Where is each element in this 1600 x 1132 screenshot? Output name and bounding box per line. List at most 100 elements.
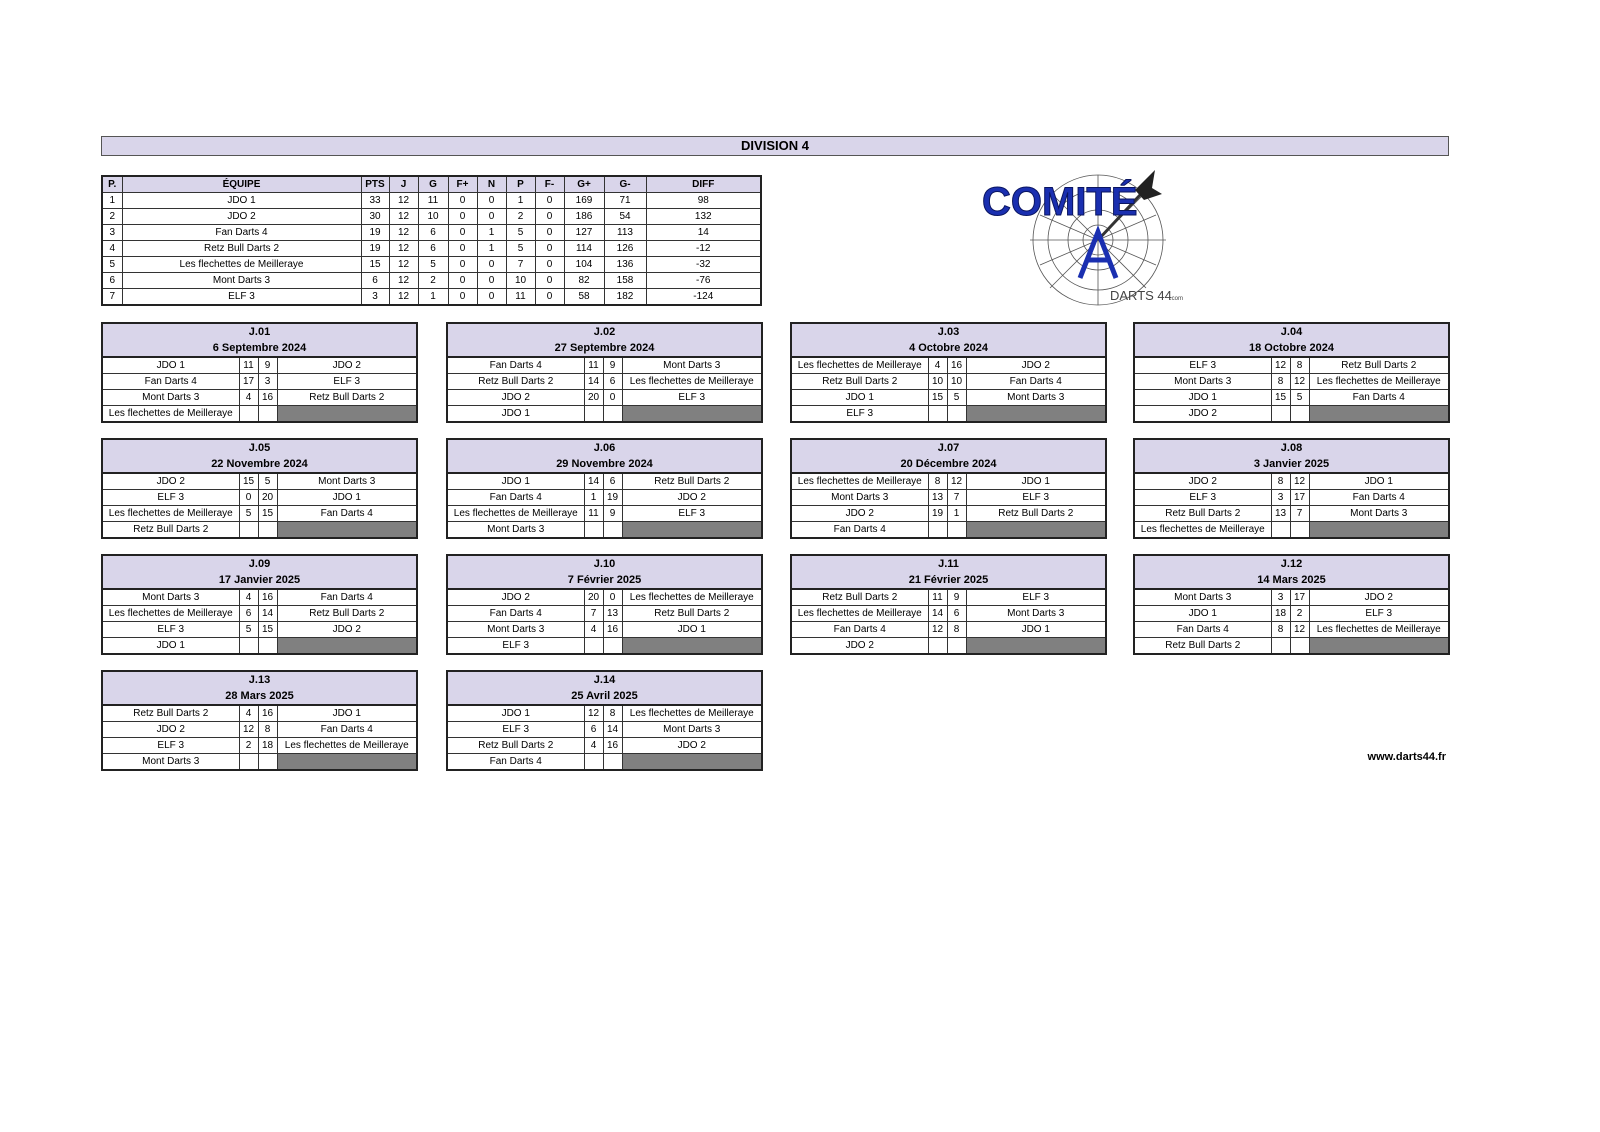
standings-header-5: F+ [447,175,478,193]
home-team: Mont Darts 3 [446,621,585,638]
round-table-J.12: J.12 14 Mars 2025 Mont Darts 3 3 17 JDO 2 JDO … [1133,554,1450,655]
round-date: 28 Mars 2025 [102,688,417,706]
bye-team: JDO 2 [1133,405,1272,423]
standings-cell: 15 [360,256,390,273]
website-link[interactable]: www.darts44.fr [1367,751,1446,763]
home-score: 15 [238,472,259,490]
round-table-J.08: J.08 3 Janvier 2025 JDO 2 8 12 JDO 1 ELF 3 3 17 F… [1133,438,1450,539]
home-score: 12 [238,721,259,738]
home-score: 6 [238,605,259,622]
round-label: J.07 [791,439,1106,456]
away-score: 6 [602,472,623,490]
standings-cell: 136 [603,256,647,273]
home-score: 8 [1270,373,1291,390]
round-label: J.13 [102,671,417,688]
away-team: JDO 2 [276,621,418,638]
home-team: Fan Darts 4 [446,489,585,506]
standings-cell: 6 [417,224,449,241]
match-row: Les flechettes de Meilleraye 6 14 Retz Bull… [101,605,418,622]
round-date: 6 Septembre 2024 [102,340,417,358]
home-team: Les flechettes de Meilleraye [790,605,929,622]
away-score: 0 [602,389,623,406]
home-team: ELF 3 [101,737,240,754]
match-row: Mont Darts 3 4 16 Fan Darts 4 [101,588,418,606]
bye-row: Fan Darts 4 [446,753,763,771]
standings-cell: 1 [476,240,507,257]
home-score: 4 [583,621,604,638]
standings-cell: 0 [534,256,565,273]
home-score: 14 [583,472,604,490]
match-row: Retz Bull Darts 2 10 10 Fan Darts 4 [790,373,1107,390]
away-team: Mont Darts 3 [621,356,763,374]
away-score: 17 [1289,588,1310,606]
bye-team: Retz Bull Darts 2 [1133,637,1272,655]
home-score: 14 [583,373,604,390]
standings-cell: 7 [101,288,123,306]
away-team: Les flechettes de Meilleraye [621,588,763,606]
empty-cell [583,405,604,423]
away-team: Les flechettes de Meilleraye [1308,621,1450,638]
home-team: JDO 2 [790,505,929,522]
away-score: 16 [257,704,278,722]
standings-cell: -124 [645,288,762,306]
away-team: JDO 2 [621,737,763,754]
empty-cell [1289,637,1310,655]
round-table-J.10: J.10 7 Février 2025 JDO 2 20 0 Les flechettes… [446,554,763,655]
home-score: 10 [927,373,948,390]
match-row: JDO 1 15 5 Mont Darts 3 [790,389,1107,406]
standings-cell: -32 [645,256,762,273]
away-team: JDO 1 [621,621,763,638]
match-row: Retz Bull Darts 2 4 16 JDO 1 [101,704,418,722]
round-date: 4 Octobre 2024 [791,340,1106,358]
away-score: 16 [602,621,623,638]
away-team: JDO 2 [621,489,763,506]
standings-cell: 182 [603,288,647,306]
match-row: Les flechettes de Meilleraye 8 12 JDO 1 [790,472,1107,490]
away-team: Mont Darts 3 [276,472,418,490]
away-score: 12 [946,472,967,490]
standings-cell: 0 [476,192,507,209]
home-team: Mont Darts 3 [101,588,240,606]
standings-cell: 33 [360,192,390,209]
standings-cell: 30 [360,208,390,225]
standings-cell: JDO 2 [121,208,362,225]
empty-cell [1270,405,1291,423]
standings-cell: 1 [417,288,449,306]
home-score: 6 [583,721,604,738]
empty-cell [602,405,623,423]
away-score: 12 [1289,373,1310,390]
empty-cell [946,405,967,423]
away-team: ELF 3 [621,505,763,522]
round-label: J.14 [447,671,762,688]
away-team: JDO 1 [965,472,1107,490]
round-table-J.11: J.11 21 Février 2025 Retz Bull Darts 2 11 9 E… [790,554,1107,655]
bye-team: Retz Bull Darts 2 [101,521,240,539]
bye-row: Retz Bull Darts 2 [101,521,418,539]
standings-cell: 5 [417,256,449,273]
away-team: ELF 3 [276,373,418,390]
home-team: JDO 1 [1133,389,1272,406]
away-score: 2 [1289,605,1310,622]
match-row: Fan Darts 4 17 3 ELF 3 [101,373,418,390]
home-team: Fan Darts 4 [101,373,240,390]
away-score: 13 [602,605,623,622]
round-date: 21 Février 2025 [791,572,1106,590]
standings-header-8: F- [534,175,565,193]
empty-cell [602,753,623,771]
bye-row: Les flechettes de Meilleraye [1133,521,1450,539]
match-row: JDO 2 19 1 Retz Bull Darts 2 [790,505,1107,522]
round-table-J.14: J.14 25 Avril 2025 JDO 1 12 8 Les flechettes … [446,670,763,771]
home-score: 1 [583,489,604,506]
away-team: ELF 3 [965,489,1107,506]
standings-cell: 12 [388,272,419,289]
away-score: 16 [946,356,967,374]
match-row: Mont Darts 3 4 16 JDO 1 [446,621,763,638]
empty-cell [927,521,948,539]
bye-row: JDO 1 [446,405,763,423]
home-team: JDO 2 [101,472,240,490]
bye-team: ELF 3 [446,637,585,655]
match-row: ELF 3 5 15 JDO 2 [101,621,418,638]
empty-cell [583,753,604,771]
bye-row: Mont Darts 3 [101,753,418,771]
standings-header-4: G [417,175,449,193]
